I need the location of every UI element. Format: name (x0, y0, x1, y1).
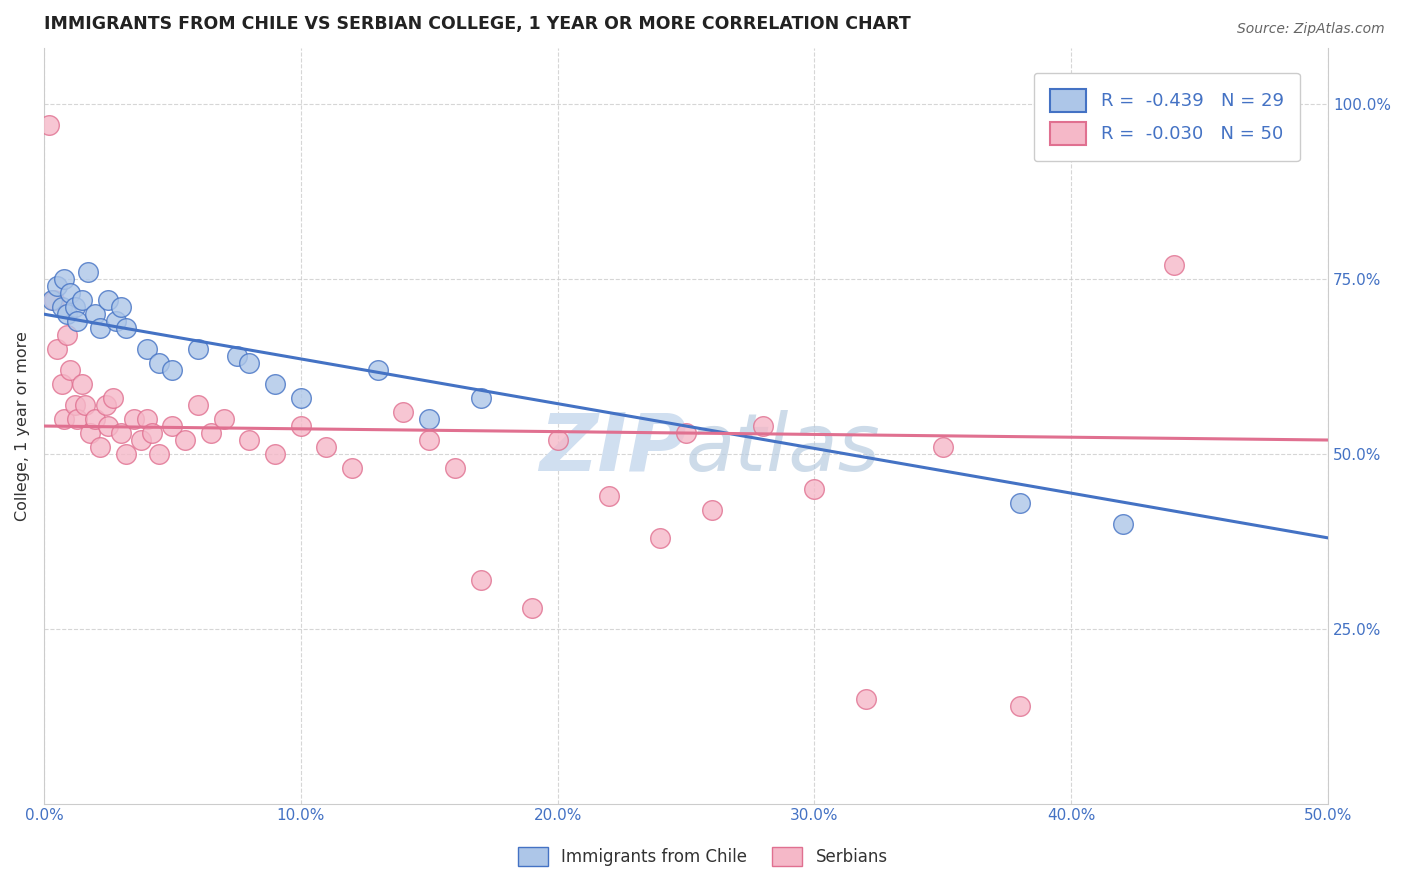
Point (97, 419, 120, 434)
Point (73, 398, 96, 412)
Point (66, 314, 89, 328)
Point (675, 425, 697, 440)
Text: Source: ZipAtlas.com: Source: ZipAtlas.com (1237, 22, 1385, 37)
Point (367, 363, 389, 377)
Text: ZIP: ZIP (538, 409, 686, 488)
Point (122, 412, 145, 426)
Point (162, 363, 184, 377)
Point (131, 433, 153, 447)
Point (72, 377, 94, 392)
Point (1163, 258, 1185, 272)
Point (115, 447, 138, 461)
Point (650, 531, 672, 545)
Point (63, 398, 86, 412)
Point (53, 412, 76, 426)
Point (162, 419, 184, 434)
Point (45, 342, 67, 356)
Point (187, 342, 209, 356)
Point (141, 425, 163, 440)
Point (51, 300, 73, 314)
Point (932, 440, 955, 454)
Point (79, 425, 101, 440)
Point (89, 321, 111, 335)
Point (1008, 496, 1031, 510)
Point (94, 398, 117, 412)
Point (392, 405, 415, 419)
Point (264, 377, 287, 392)
Point (470, 391, 492, 405)
Point (104, 314, 127, 328)
Point (520, 600, 543, 615)
Point (290, 419, 312, 434)
Point (290, 391, 312, 405)
Point (174, 433, 197, 447)
Point (1008, 698, 1031, 713)
Point (66, 412, 89, 426)
Point (84, 307, 107, 321)
Point (598, 489, 620, 503)
Point (444, 461, 467, 475)
Point (56, 328, 79, 343)
Point (45, 279, 67, 293)
Y-axis label: College, 1 year or more: College, 1 year or more (15, 331, 30, 521)
Point (200, 425, 222, 440)
Point (855, 691, 877, 706)
Point (225, 349, 247, 363)
Point (110, 425, 132, 440)
Point (148, 356, 170, 370)
Point (72, 293, 94, 308)
Point (547, 433, 569, 447)
Point (418, 433, 440, 447)
Point (97, 293, 120, 308)
Point (212, 412, 235, 426)
Point (700, 503, 723, 517)
Point (752, 419, 775, 434)
Point (41, 293, 63, 308)
Point (315, 440, 337, 454)
Point (238, 356, 260, 370)
Point (803, 482, 825, 496)
Point (44, 293, 66, 308)
Point (148, 447, 170, 461)
Point (264, 447, 287, 461)
Point (340, 461, 363, 475)
Point (38, 119, 60, 133)
Point (63, 300, 86, 314)
Point (115, 321, 138, 335)
Point (84, 412, 107, 426)
Point (135, 342, 157, 356)
Point (89, 440, 111, 454)
Point (103, 391, 125, 405)
Point (418, 412, 440, 426)
Point (187, 398, 209, 412)
Point (76, 265, 98, 279)
Point (1111, 516, 1133, 531)
Point (470, 573, 492, 587)
Point (56, 307, 79, 321)
Point (51, 377, 73, 392)
Point (238, 433, 260, 447)
Point (58, 286, 80, 301)
Text: atlas: atlas (686, 409, 880, 488)
Point (58, 363, 80, 377)
Point (110, 300, 132, 314)
Text: IMMIGRANTS FROM CHILE VS SERBIAN COLLEGE, 1 YEAR OR MORE CORRELATION CHART: IMMIGRANTS FROM CHILE VS SERBIAN COLLEGE… (44, 15, 911, 33)
Legend: R =  -0.439   N = 29, R =  -0.030   N = 50: R = -0.439 N = 29, R = -0.030 N = 50 (1033, 72, 1301, 161)
Point (135, 412, 157, 426)
Legend: Immigrants from Chile, Serbians: Immigrants from Chile, Serbians (510, 838, 896, 875)
Point (53, 272, 76, 286)
